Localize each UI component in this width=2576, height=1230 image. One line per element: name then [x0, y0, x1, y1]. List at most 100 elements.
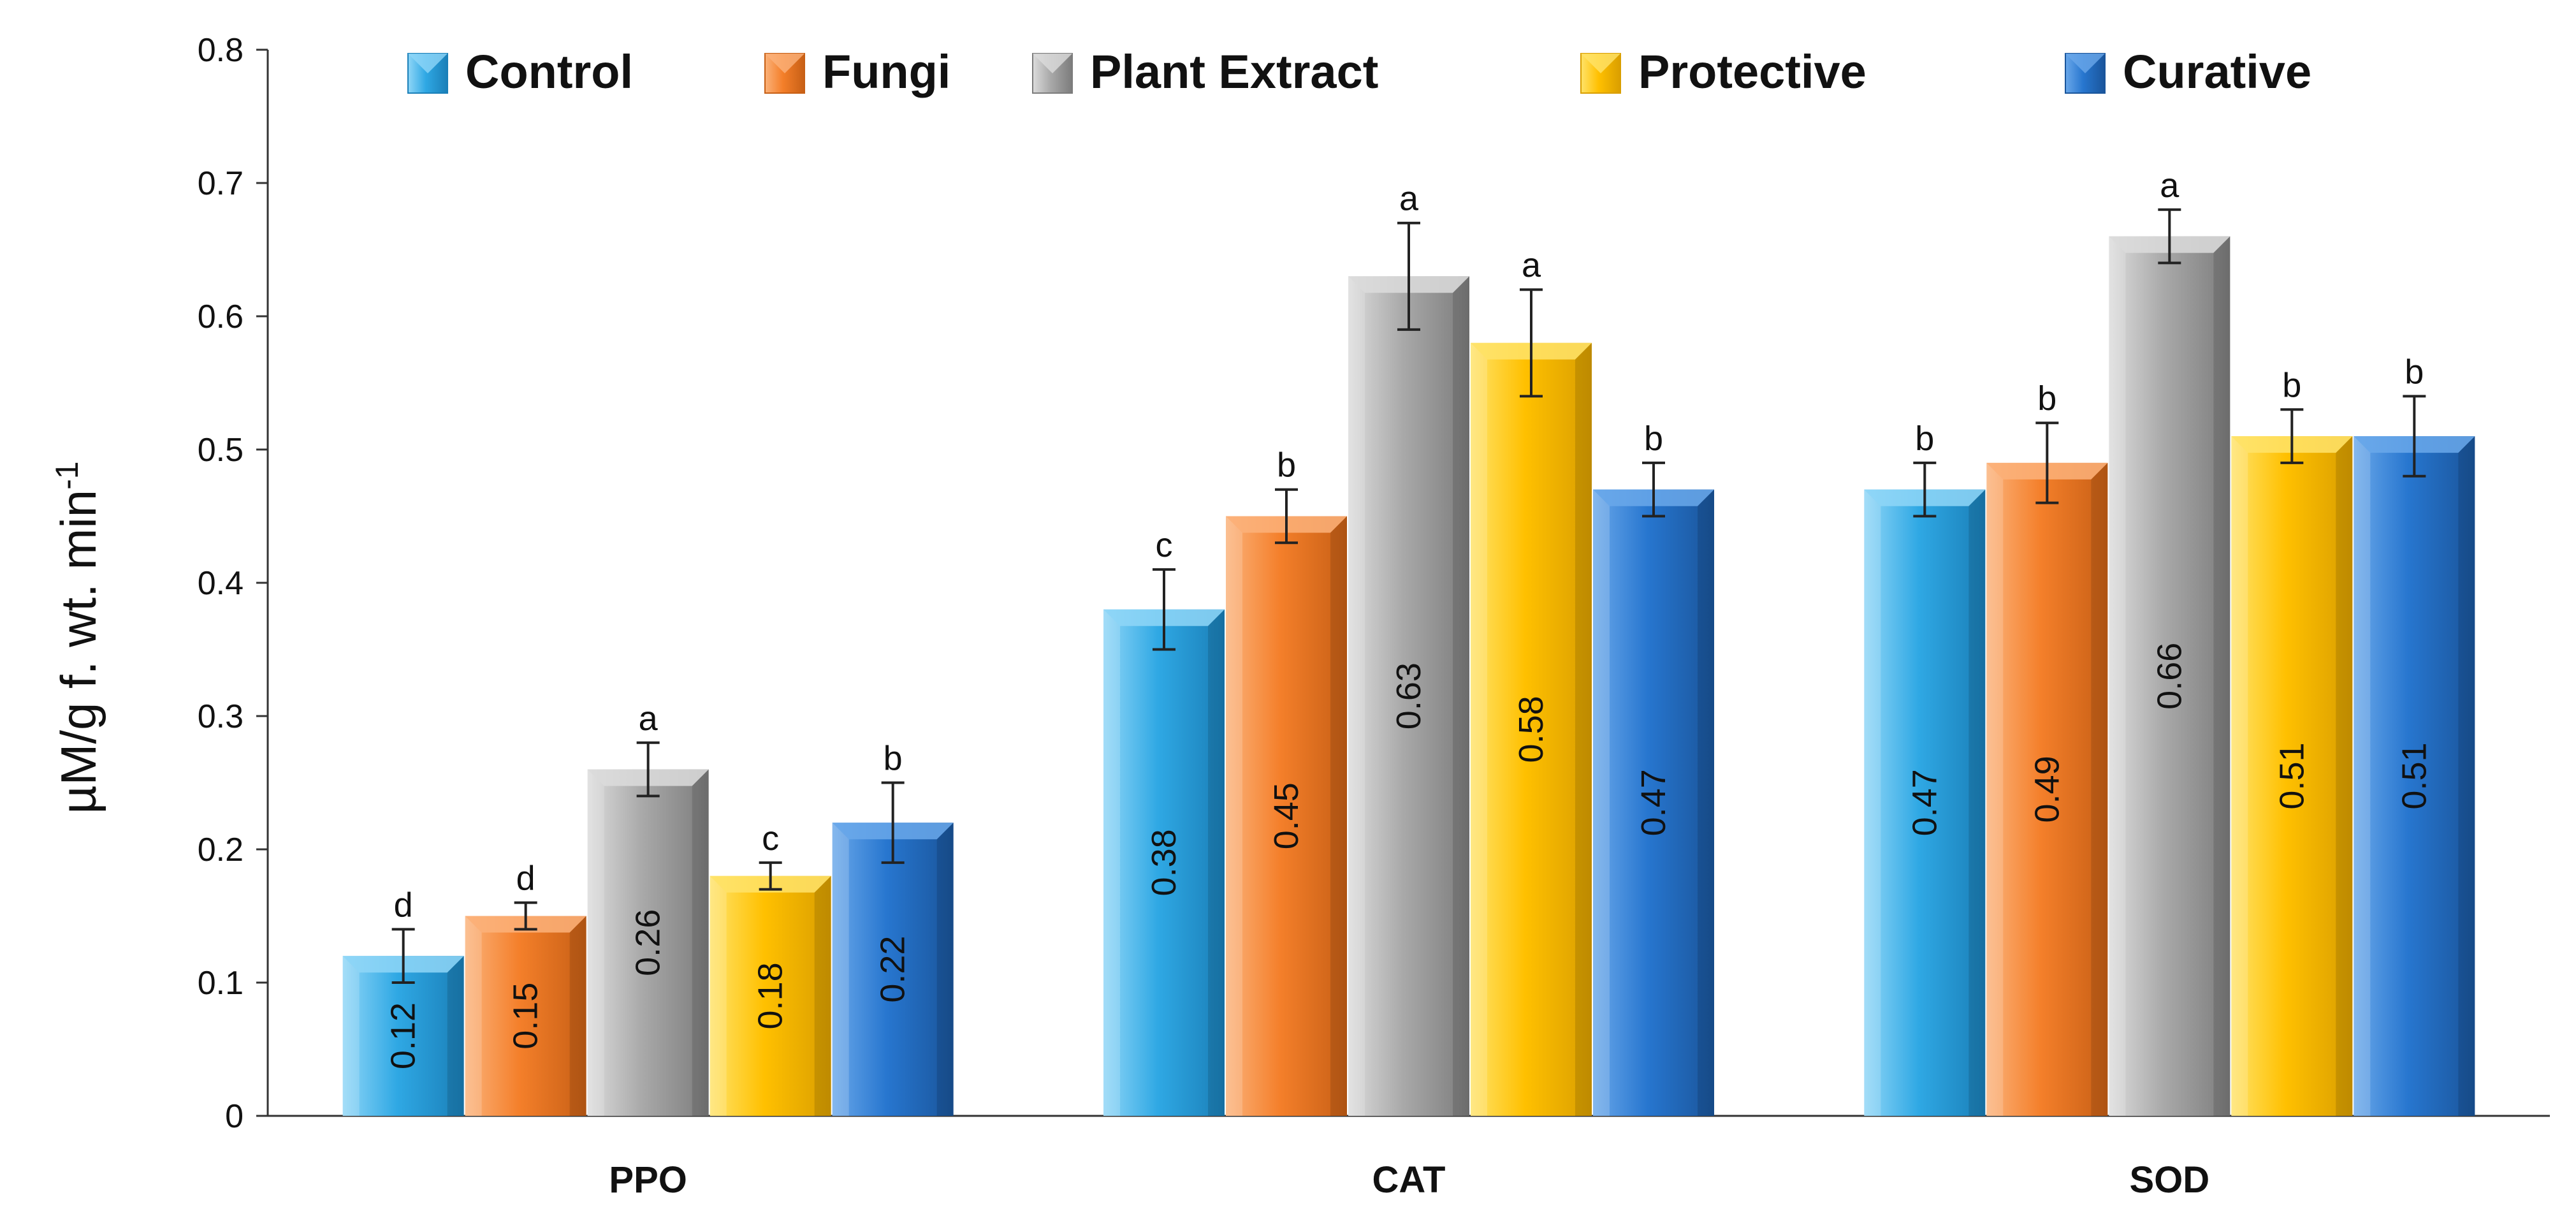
bar-bevel-right	[1575, 342, 1592, 1116]
data-label: 0.51	[2273, 742, 2311, 809]
legend-label: Curative	[2123, 45, 2311, 98]
bar-bevel-right	[569, 916, 586, 1116]
bar-bevel-left	[1348, 276, 1365, 1116]
significance-letter: b	[1277, 446, 1296, 485]
y-tick-label: 0.8	[198, 32, 244, 69]
bar-bevel-left	[1864, 489, 1881, 1116]
data-label: 0.15	[507, 983, 545, 1050]
significance-letter: b	[1915, 420, 1934, 458]
bar-bevel-left	[709, 875, 727, 1116]
data-label: 0.66	[2150, 643, 2188, 710]
data-labels: d 0.12 d 0.15 a 0.26 c 0.18 b 0.22 c 0.38 b 0.45 a 0.63…	[384, 166, 2434, 1069]
bar	[1471, 342, 1592, 1116]
y-axis-label: µM/g f. wt. min-1	[49, 461, 106, 814]
bar-bevel-left	[587, 769, 604, 1116]
y-tick-label: 0.7	[198, 165, 244, 202]
bar-bevel-right	[692, 769, 709, 1116]
bar-bevel-right	[447, 956, 464, 1116]
y-tick-label: 0.5	[198, 432, 244, 469]
y-tick-label: 0.2	[198, 831, 244, 868]
y-tick-label: 0.3	[198, 698, 244, 735]
bar	[1593, 489, 1714, 1116]
bar-bevel-left	[465, 916, 482, 1116]
bar	[465, 916, 586, 1116]
bar-bevel-right	[2458, 436, 2475, 1116]
bar	[1226, 516, 1347, 1116]
significance-letter: a	[1522, 246, 1541, 284]
y-axis-label-main: µM/g f. wt. min	[50, 490, 106, 814]
bar-bevel-right	[2213, 236, 2230, 1117]
bar-bevel-left	[832, 823, 849, 1116]
y-axis-label-superscript: -1	[49, 461, 85, 489]
data-label: 0.12	[384, 1002, 423, 1069]
legend-swatch-bevel	[2065, 54, 2105, 73]
bar-bevel-left	[2109, 236, 2126, 1117]
bar-bevel-right	[2091, 462, 2108, 1116]
legend-swatch-bevel	[1033, 54, 1072, 73]
data-label: 0.26	[629, 909, 667, 976]
data-label: 0.51	[2395, 742, 2433, 809]
significance-letter: a	[1399, 180, 1419, 218]
bar-bevel-right	[1208, 609, 1225, 1116]
data-label: 0.47	[1634, 769, 1673, 836]
bar-bevel-left	[1226, 516, 1242, 1116]
legend-swatch-bevel	[1581, 54, 1620, 73]
bar-bevel-left	[1986, 462, 2004, 1116]
legend: Control Fungi Plant Extract Protective Curat…	[407, 45, 2311, 98]
data-label: 0.63	[1390, 663, 1428, 729]
data-label: 0.38	[1145, 829, 1183, 896]
y-tick-label: 0	[225, 1098, 244, 1135]
significance-letter: b	[2405, 353, 2424, 391]
significance-letter: a	[639, 699, 659, 738]
bar	[1864, 489, 1986, 1116]
legend-label: Plant Extract	[1090, 45, 1378, 98]
y-axis: 0 0.1 0.2 0.3 0.4 0.5 0.6 0.7 0.8	[198, 32, 269, 1135]
x-tick-label: SOD	[2129, 1159, 2209, 1201]
significance-letter: b	[1644, 420, 1663, 458]
bar-bevel-right	[1330, 516, 1347, 1116]
legend-label: Protective	[1638, 45, 1867, 98]
bar-bevel-right	[814, 875, 831, 1116]
legend-swatch-bevel	[408, 54, 448, 73]
bar-bevel-left	[1593, 489, 1610, 1116]
bar-bevel-left	[2231, 436, 2248, 1116]
bar	[1348, 276, 1469, 1116]
significance-letter: d	[516, 860, 535, 898]
error-bars	[391, 208, 2426, 984]
bar-bevel-right	[1968, 489, 1986, 1116]
significance-letter: b	[2037, 379, 2056, 418]
bar	[587, 769, 709, 1116]
bar	[832, 823, 954, 1116]
bar	[2231, 436, 2353, 1116]
significance-letter: b	[884, 740, 903, 778]
bar-bevel-right	[936, 823, 954, 1116]
data-label: 0.45	[1267, 782, 1306, 849]
bar	[1103, 609, 1225, 1116]
bar-bevel-left	[1471, 342, 1487, 1116]
significance-letter: b	[2282, 366, 2301, 404]
bar-bevel-left	[2354, 436, 2371, 1116]
legend-label: Fungi	[822, 45, 950, 98]
data-label: 0.58	[1512, 696, 1550, 763]
significance-letter: c	[1156, 526, 1173, 564]
svg-text:µM/g f. wt. min-1: µM/g f. wt. min-1	[49, 461, 106, 814]
bar-bevel-right	[2336, 436, 2353, 1116]
bar	[709, 875, 831, 1116]
legend-swatch-bevel	[765, 54, 804, 73]
bars	[342, 236, 2475, 1117]
data-label: 0.47	[1905, 769, 1944, 836]
significance-letter: a	[2160, 166, 2179, 205]
bar-bevel-right	[1453, 276, 1469, 1116]
significance-letter: d	[394, 886, 413, 924]
bar	[2354, 436, 2475, 1116]
y-tick-label: 0.6	[198, 298, 244, 335]
x-axis: PPO CAT SOD	[268, 1115, 2550, 1201]
data-label: 0.49	[2028, 756, 2066, 823]
y-tick-label: 0.1	[198, 965, 244, 1002]
x-tick-label: PPO	[609, 1159, 687, 1201]
x-tick-label: CAT	[1372, 1159, 1446, 1201]
data-label: 0.22	[874, 936, 912, 1003]
bar	[2109, 236, 2230, 1117]
data-label: 0.18	[752, 962, 790, 1029]
